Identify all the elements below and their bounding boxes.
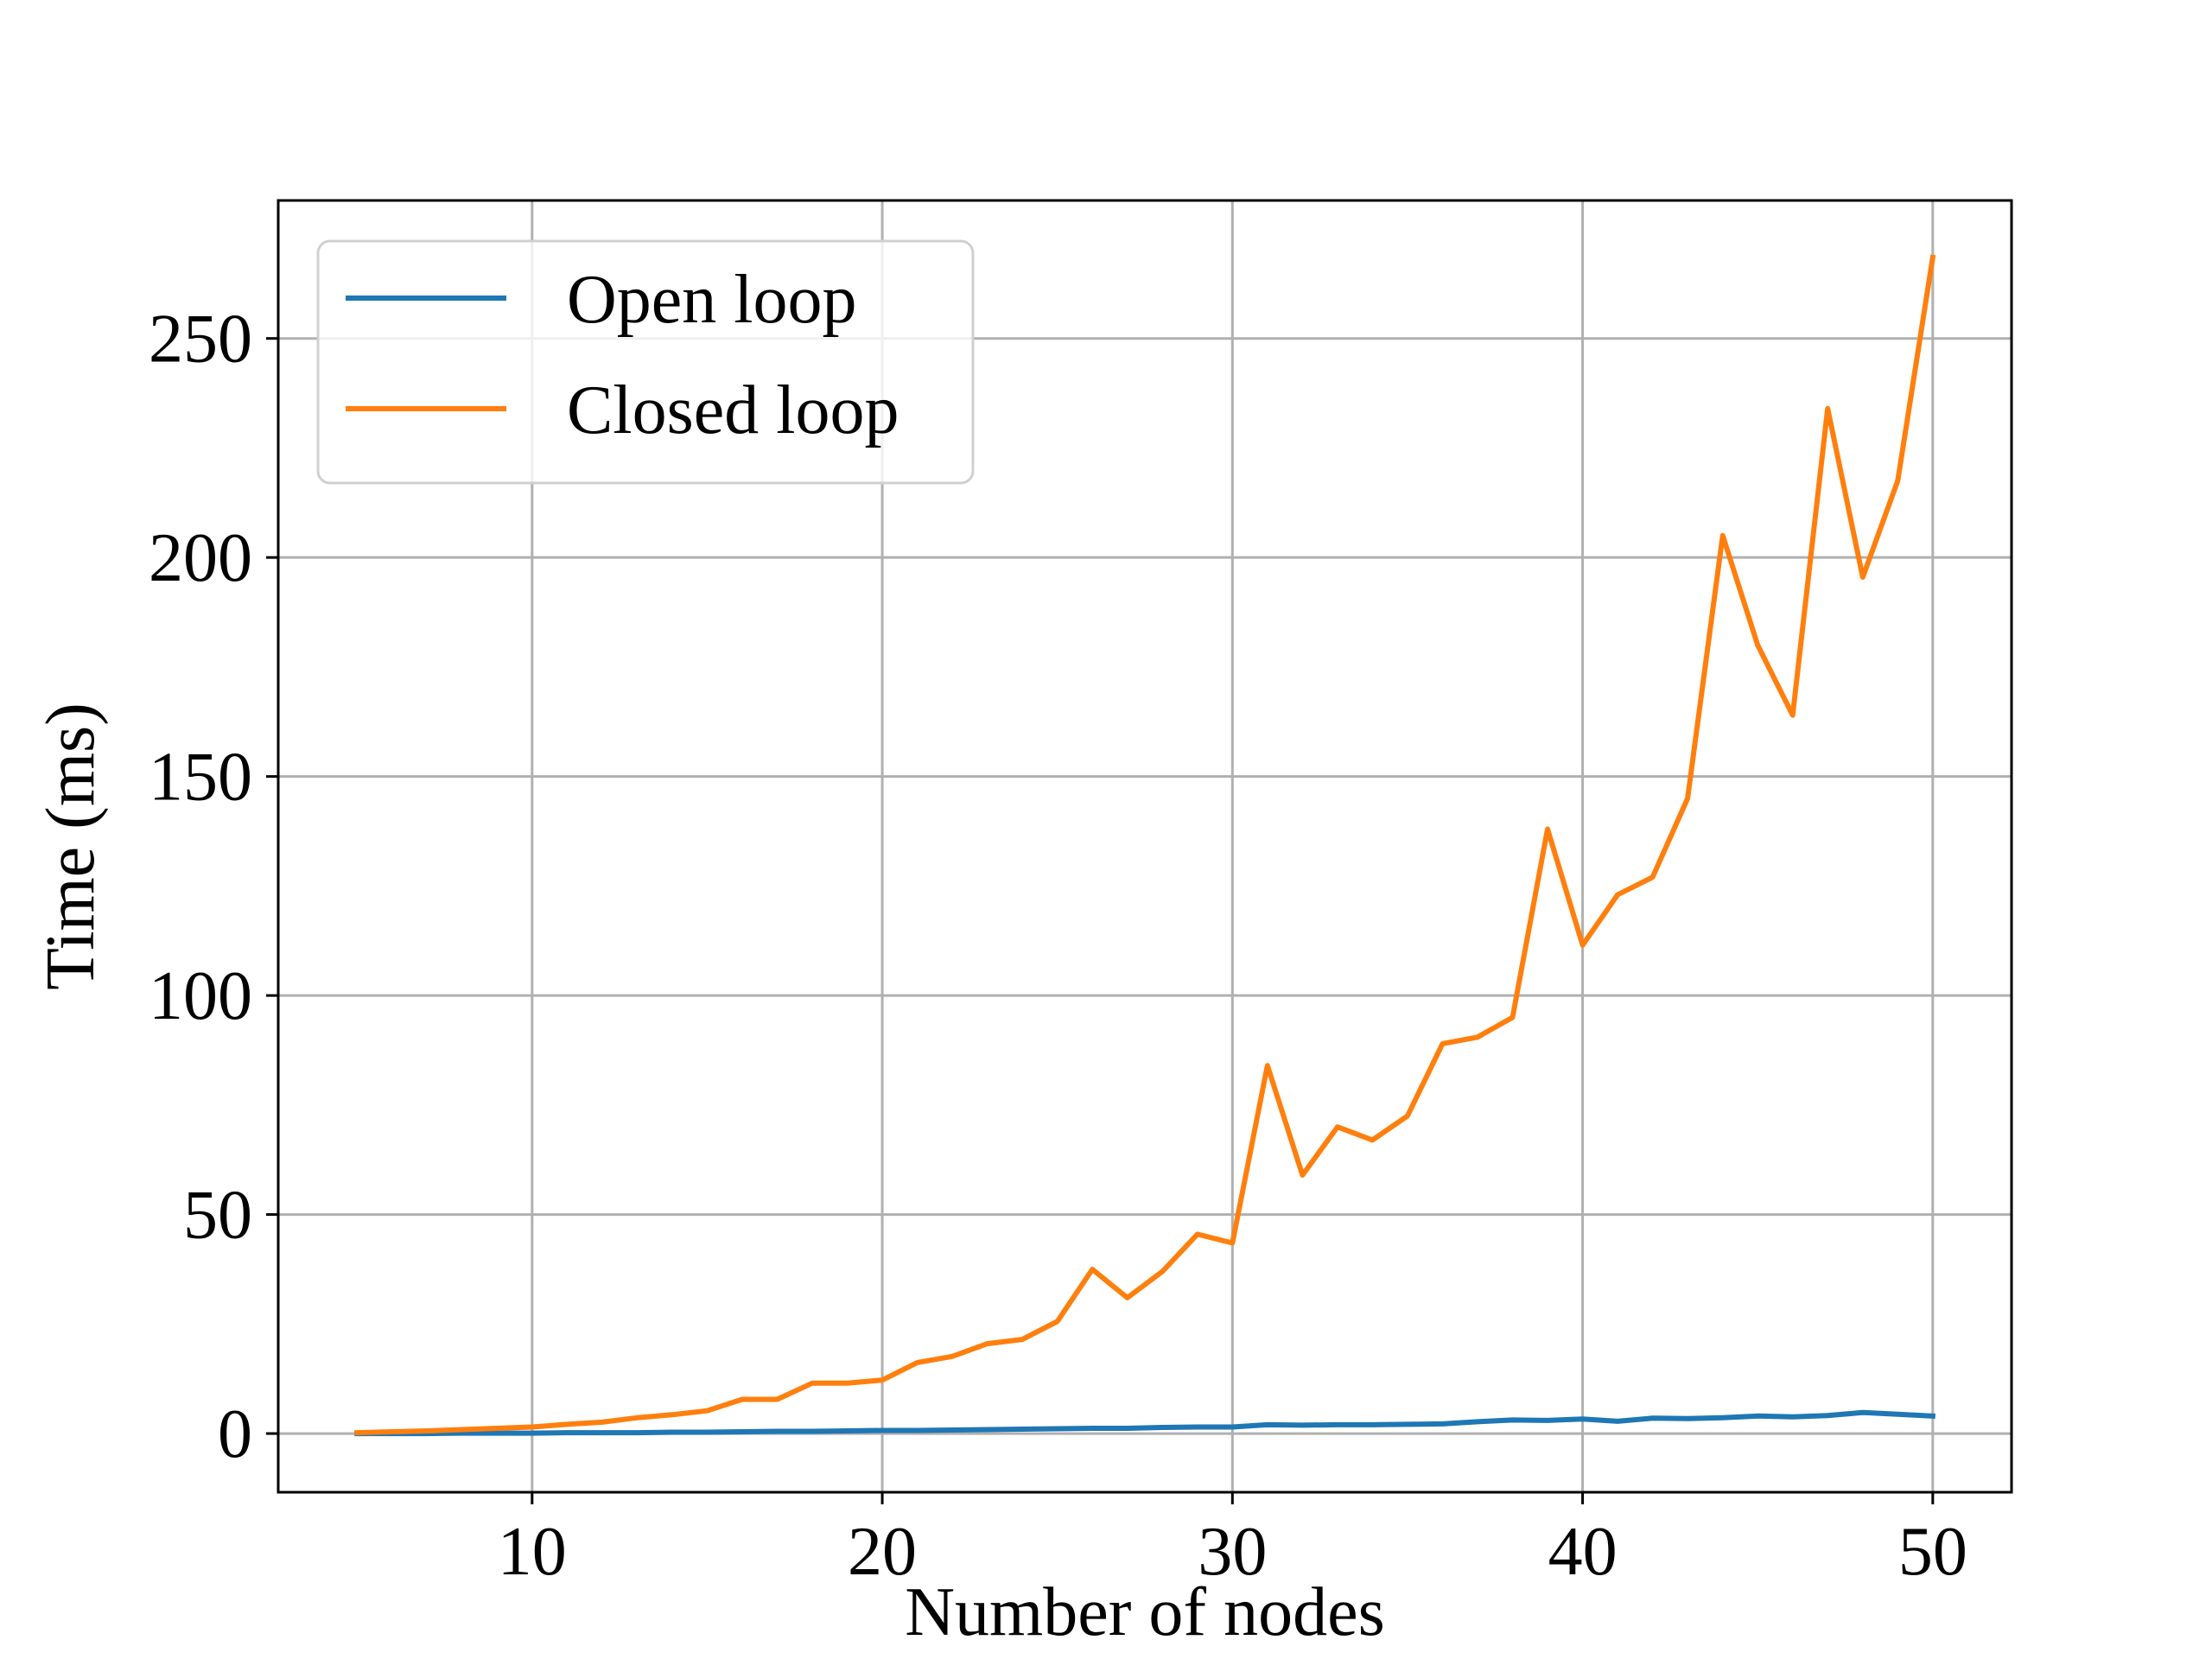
plot-frame	[276, 199, 2013, 1494]
legend-label-closed-loop: Closed loop	[567, 372, 899, 448]
y-tick-label: 150	[149, 740, 252, 816]
y-tick-label: 0	[218, 1396, 252, 1472]
legend-label-open-loop: Open loop	[567, 262, 857, 338]
x-tick-label: 50	[1898, 1514, 1967, 1590]
axis-ticks: 10 20 30 40 50 0 50 100 150 200 250	[149, 302, 1967, 1590]
x-tick-label: 10	[498, 1514, 567, 1590]
legend-box	[316, 239, 975, 485]
x-tick-label: 40	[1548, 1514, 1618, 1590]
y-axis-label: Time (ms)	[33, 702, 109, 990]
y-tick-label: 50	[183, 1178, 252, 1254]
series-lines	[354, 254, 1936, 1437]
y-tick-label: 200	[149, 520, 252, 596]
legend: Open loop Closed loop	[316, 239, 975, 485]
series-line-open-loop	[354, 1409, 1936, 1437]
x-axis-label: Number of nodes	[905, 1574, 1384, 1650]
x-tick-label: 30	[1198, 1514, 1267, 1590]
y-tick-label: 250	[149, 302, 252, 378]
series-line-closed-loop	[354, 254, 1936, 1436]
x-tick-label: 20	[848, 1514, 917, 1590]
y-tick-label: 100	[149, 958, 252, 1034]
